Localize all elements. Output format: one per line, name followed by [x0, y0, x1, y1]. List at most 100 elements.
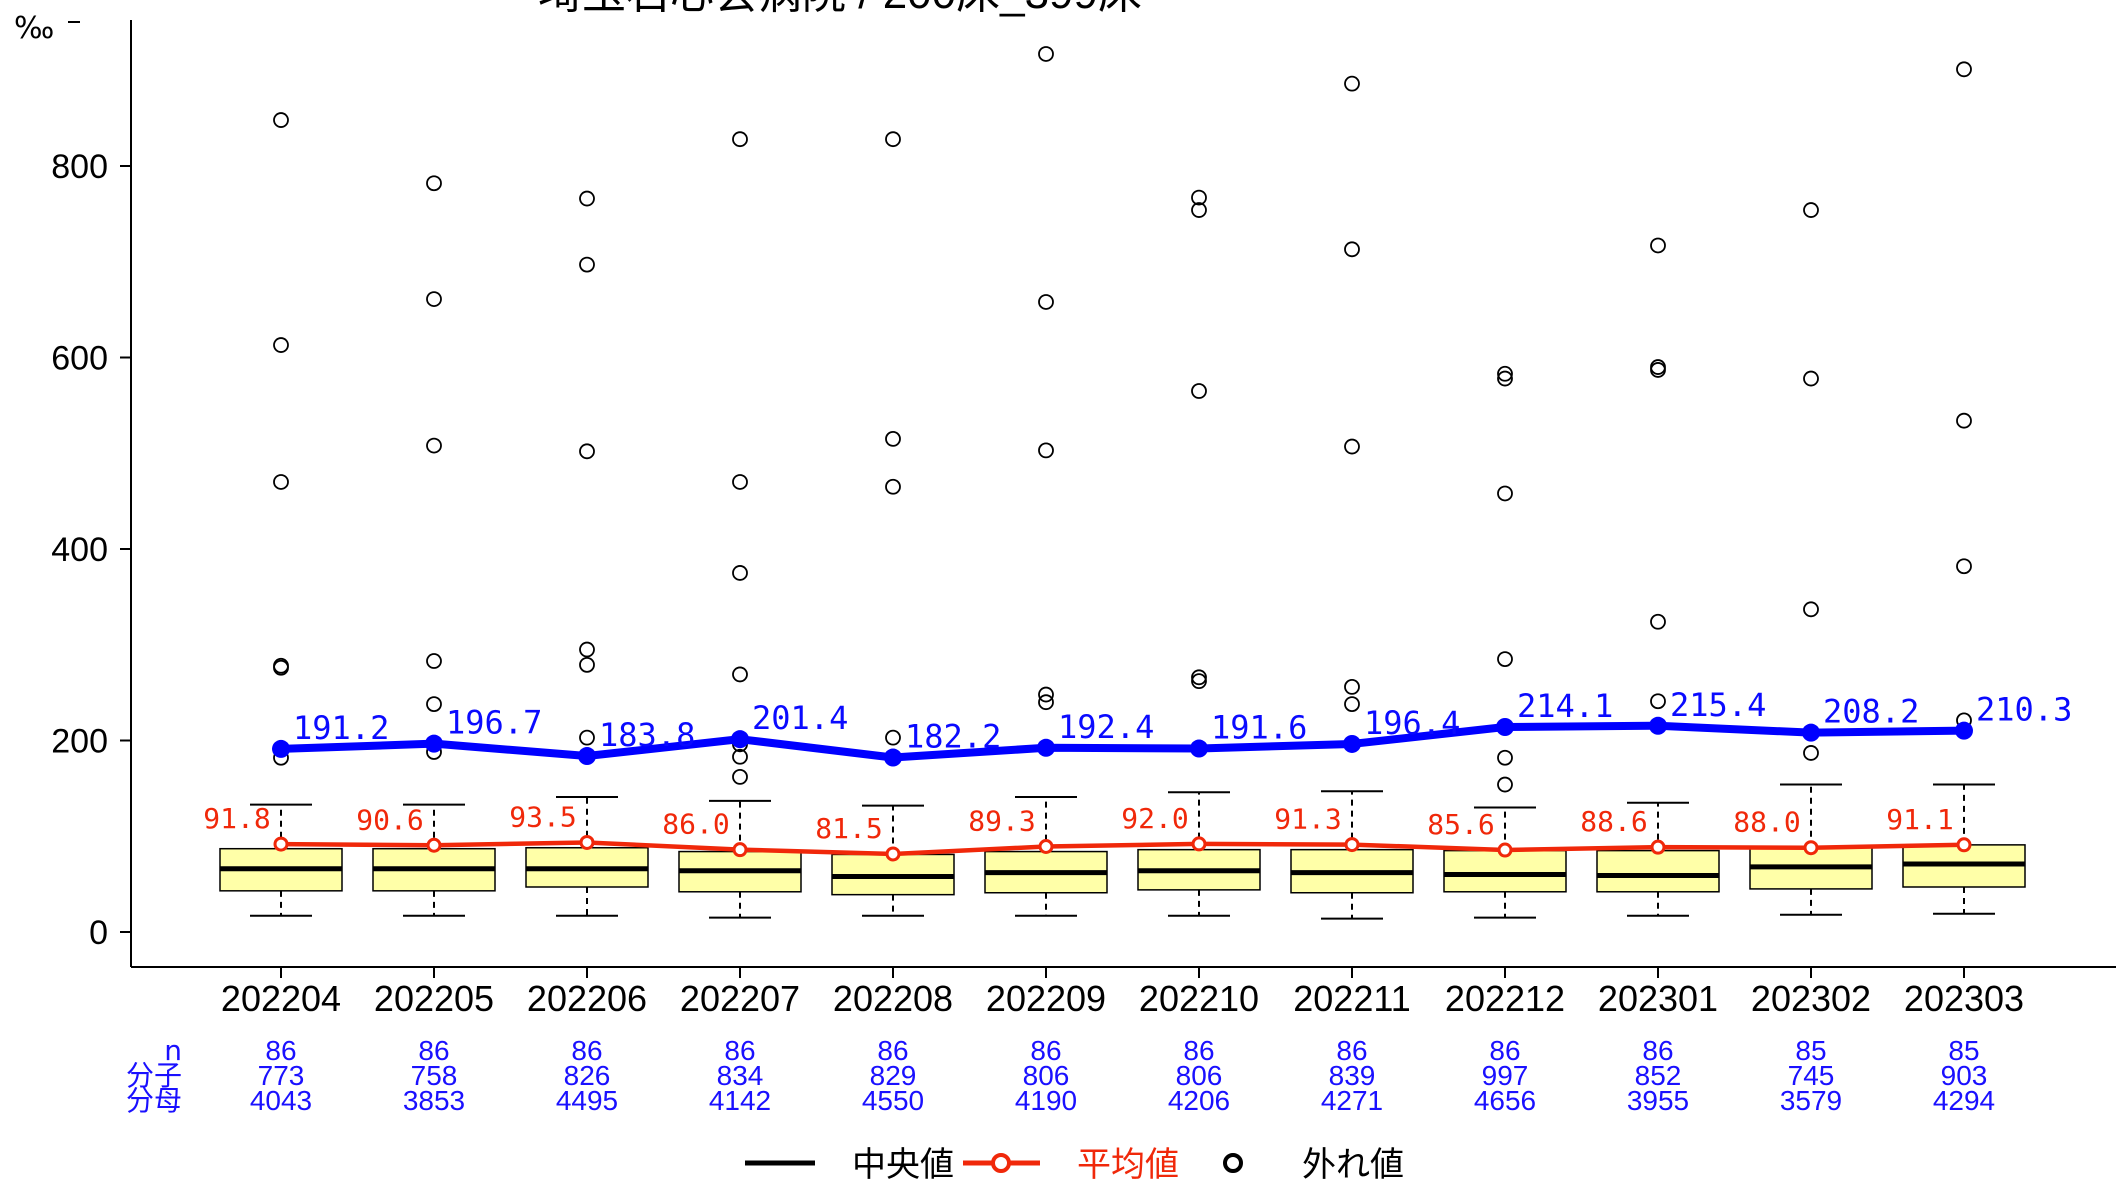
stat-numerator: 834: [717, 1060, 764, 1091]
mean-series-point: [1497, 842, 1513, 858]
stat-denominator: 3579: [1780, 1085, 1842, 1116]
outlier-point: [273, 659, 289, 676]
high-series-label: 191.2: [293, 709, 389, 747]
stat-denominator: 4550: [862, 1085, 924, 1116]
outlier-point: [579, 656, 595, 673]
outlier-point: [579, 443, 595, 460]
high-series-point: [272, 739, 290, 758]
x-tick-label: 202208: [833, 978, 953, 1019]
high-series-label: 201.4: [752, 699, 848, 737]
high-series-label: 182.2: [905, 718, 1001, 756]
outlier-layer: [273, 46, 1972, 793]
stat-numerator: 852: [1635, 1060, 1682, 1091]
legend-outlier-marker: [1223, 1153, 1243, 1173]
outlier-point: [1497, 776, 1513, 793]
box-202206: [525, 795, 649, 917]
outlier-point: [1650, 362, 1666, 378]
stat-numerator: 903: [1941, 1060, 1988, 1091]
outlier-point: [1497, 370, 1513, 387]
box-202204: [219, 803, 343, 917]
mean-series-label: 89.3: [968, 804, 1035, 837]
high-series-point: [1496, 717, 1514, 736]
outlier-point: [1956, 412, 1972, 429]
box-202208: [831, 804, 955, 917]
outlier-point: [1191, 189, 1207, 206]
mean-series-point: [1038, 838, 1054, 854]
mean-series-point: [885, 846, 901, 862]
outlier-point: [732, 474, 748, 490]
stat-n: 86: [877, 1035, 908, 1066]
high-series-label: 196.7: [446, 704, 542, 742]
stat-n: 86: [1642, 1035, 1673, 1066]
outlier-point: [273, 474, 289, 490]
outlier-point: [1038, 46, 1054, 62]
outlier-point: [1191, 202, 1207, 218]
outlier-point: [1497, 749, 1513, 766]
stat-n: 85: [1795, 1035, 1826, 1066]
high-series-point: [578, 747, 596, 766]
high-series-label: 214.1: [1517, 687, 1613, 725]
mean-series-line: [280, 840, 1965, 857]
stat-denominator: 4656: [1474, 1085, 1536, 1116]
high-series-point: [1343, 734, 1361, 753]
outlier-point: [885, 131, 901, 148]
x-tick-label: 202209: [986, 978, 1106, 1019]
stats-table: n分子分母86773404386758385386826449586834414…: [126, 1034, 1995, 1117]
x-tick-label: 202301: [1598, 978, 1718, 1019]
stat-numerator: 745: [1788, 1060, 1835, 1091]
outlier-point: [1803, 601, 1819, 618]
outlier-point: [1803, 745, 1819, 761]
outlier-point: [885, 478, 901, 495]
stat-n: 86: [571, 1035, 602, 1066]
x-tick-label: 202205: [374, 978, 494, 1019]
y-axis: 0 200 400 600 800: [51, 148, 131, 952]
high-series-point: [425, 734, 443, 753]
stat-numerator: 839: [1329, 1060, 1376, 1091]
box-202211: [1290, 790, 1414, 920]
mean-series-label: 88.6: [1580, 805, 1647, 838]
stat-n: 86: [265, 1035, 296, 1066]
outlier-point: [1497, 651, 1513, 668]
x-tick-label: 202207: [680, 978, 800, 1019]
stat-n: 85: [1948, 1035, 1979, 1066]
high-series-point: [1649, 716, 1667, 735]
outlier-point: [885, 430, 901, 447]
legend-mean-label: 平均値: [1077, 1145, 1179, 1180]
stat-denominator: 4495: [556, 1085, 618, 1116]
outlier-point: [1344, 678, 1360, 695]
stat-denominator: 4043: [250, 1085, 312, 1116]
y-tick-label: 200: [51, 723, 108, 761]
stat-n: 86: [1183, 1035, 1214, 1066]
x-tick-label: 202206: [527, 978, 647, 1019]
mean-series-label: 90.6: [356, 803, 423, 836]
mean-series-point: [1344, 837, 1360, 853]
high-series-point: [1190, 739, 1208, 758]
stat-n: 86: [1336, 1035, 1367, 1066]
mean-series-label: 88.0: [1733, 806, 1800, 839]
box-202301: [1596, 801, 1720, 917]
stat-n: 86: [1030, 1035, 1061, 1066]
outlier-point: [1650, 693, 1666, 710]
high-series-label: 196.4: [1364, 704, 1460, 742]
high-series-point: [1037, 738, 1055, 757]
high-series-point: [884, 748, 902, 767]
x-tick-label: 202212: [1445, 978, 1565, 1019]
outlier-point: [1803, 202, 1819, 218]
outlier-point: [732, 768, 748, 785]
x-tick-label: 202211: [1293, 978, 1410, 1019]
high-series-label: 208.2: [1823, 693, 1919, 731]
mean-series-point: [1956, 837, 1972, 853]
y-tick-label: 800: [51, 148, 108, 186]
outlier-point: [732, 666, 748, 683]
high-series-label: 215.4: [1670, 686, 1766, 724]
mean-series-label: 81.5: [815, 812, 882, 845]
stat-numerator: 826: [564, 1060, 611, 1091]
mean-series-label: 93.5: [509, 800, 576, 833]
outlier-point: [1497, 365, 1513, 382]
stat-denominator: 3853: [403, 1085, 465, 1116]
high-series-label: 210.3: [1976, 691, 2072, 729]
mean-series-label: 86.0: [662, 808, 729, 841]
outlier-point: [1803, 370, 1819, 387]
mean-series-label: 92.0: [1121, 802, 1188, 835]
